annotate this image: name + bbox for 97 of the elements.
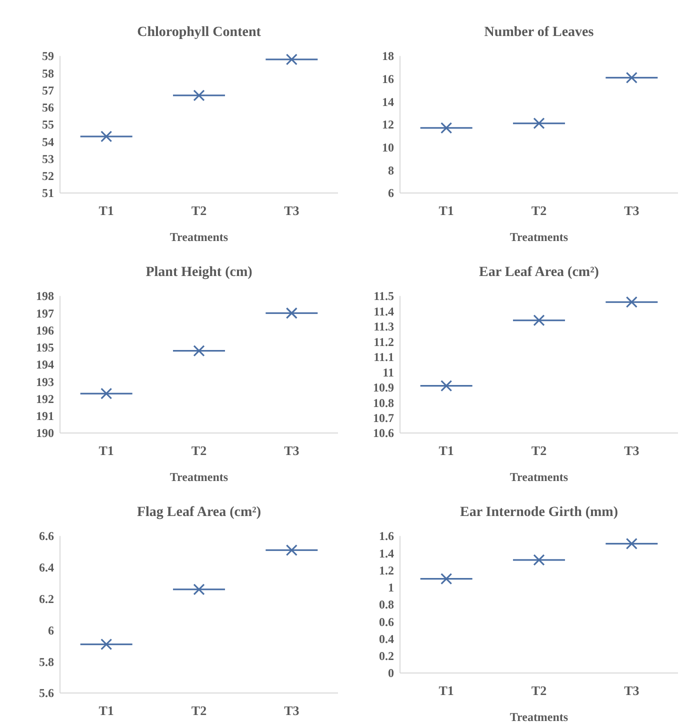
y-tick-label: 53 — [42, 152, 54, 166]
x-axis-title: Treatments — [510, 230, 568, 244]
chart-title: Ear Leaf Area (cm²) — [479, 265, 600, 280]
chart-title: Ear Internode Girth (mm) — [460, 505, 618, 520]
x-tick-label: T2 — [531, 443, 547, 458]
y-tick-label: 197 — [36, 306, 54, 320]
x-tick-label: T1 — [98, 703, 114, 718]
chart-title: Plant Height (cm) — [146, 265, 253, 280]
y-tick-label: 0 — [388, 666, 394, 680]
y-tick-label: 196 — [36, 323, 54, 338]
y-tick-label: 58 — [42, 66, 54, 80]
point — [100, 638, 112, 650]
point — [286, 54, 298, 66]
y-tick-label: 11.5 — [374, 289, 394, 304]
y-tick-label: 1.4 — [379, 546, 394, 560]
y-tick-label: 1.6 — [379, 529, 394, 544]
x-tick-label: T3 — [284, 443, 300, 458]
y-tick-label: 6.4 — [39, 560, 54, 575]
point — [100, 130, 112, 142]
y-tick-label: 6.2 — [39, 592, 54, 606]
x-tick-label: T2 — [531, 683, 547, 698]
point — [440, 380, 452, 392]
x-tick-label: T3 — [624, 443, 640, 458]
y-tick-label: 54 — [42, 134, 54, 149]
y-tick-label: 195 — [36, 340, 54, 355]
chart-title: Number of Leaves — [484, 25, 594, 40]
point — [286, 544, 298, 556]
x-tick-label: T1 — [98, 443, 114, 458]
y-tick-label: 56 — [42, 100, 54, 115]
y-tick-label: 0.6 — [379, 614, 394, 629]
y-tick-label: 11.4 — [374, 304, 394, 318]
x-tick-label: T2 — [191, 443, 207, 458]
x-axis-title: Treatments — [510, 710, 568, 724]
x-axis-title: Treatments — [170, 230, 228, 244]
y-tick-label: 10.6 — [373, 426, 394, 440]
y-tick-label: 11.3 — [374, 320, 394, 334]
point — [286, 307, 298, 319]
y-tick-label: 10.8 — [373, 396, 394, 410]
x-tick-label: T2 — [191, 203, 207, 218]
point — [626, 296, 638, 308]
x-tick-label: T3 — [624, 683, 640, 698]
x-axis-title: Treatments — [510, 470, 568, 484]
y-tick-label: 0.4 — [379, 632, 394, 646]
x-tick-label: T3 — [624, 203, 640, 218]
y-tick-label: 0.2 — [379, 649, 394, 664]
point — [440, 122, 452, 134]
y-tick-label: 194 — [36, 358, 54, 372]
x-tick-label: T1 — [438, 683, 454, 698]
x-tick-label: T3 — [284, 703, 300, 718]
point — [533, 118, 545, 130]
y-tick-label: 1.2 — [379, 563, 394, 578]
x-tick-label: T3 — [284, 203, 300, 218]
y-tick-label: 10 — [382, 140, 394, 155]
point — [100, 388, 112, 400]
chart-title: Flag Leaf Area (cm²) — [136, 505, 262, 520]
point — [626, 72, 638, 84]
y-tick-label: 5.8 — [39, 654, 54, 669]
y-tick-label: 0.8 — [379, 598, 394, 612]
y-tick-label: 6 — [48, 623, 54, 638]
y-tick-label: 55 — [42, 118, 54, 132]
x-axis-title: Treatments — [170, 470, 228, 484]
chart-title: Chlorophyll Content — [137, 25, 262, 40]
point — [626, 538, 638, 550]
y-tick-label: 11 — [382, 365, 394, 380]
y-tick-label: 198 — [36, 289, 54, 304]
x-tick-label: T1 — [438, 203, 454, 218]
y-tick-label: 190 — [36, 426, 54, 440]
x-tick-label: T1 — [438, 443, 454, 458]
y-tick-label: 12 — [382, 118, 394, 132]
y-tick-label: 8 — [388, 163, 394, 178]
y-tick-label: 10.7 — [373, 410, 394, 425]
point — [193, 90, 205, 102]
x-tick-label: T2 — [191, 703, 207, 718]
y-tick-label: 1 — [388, 580, 394, 595]
y-tick-label: 5.6 — [39, 686, 54, 700]
point — [193, 345, 205, 357]
point — [193, 584, 205, 596]
y-tick-label: 193 — [36, 374, 54, 389]
y-tick-label: 59 — [42, 49, 54, 64]
y-tick-label: 51 — [42, 186, 54, 200]
y-tick-label: 191 — [36, 409, 54, 424]
y-tick-label: 52 — [42, 169, 54, 184]
y-tick-label: 14 — [382, 94, 394, 109]
y-tick-label: 192 — [36, 392, 54, 406]
x-tick-label: T2 — [531, 203, 547, 218]
y-tick-label: 18 — [382, 49, 394, 64]
point — [440, 573, 452, 585]
y-tick-label: 16 — [382, 72, 394, 86]
point — [533, 554, 545, 566]
point — [533, 314, 545, 326]
x-tick-label: T1 — [98, 203, 114, 218]
y-tick-label: 57 — [42, 83, 54, 98]
y-tick-label: 10.9 — [373, 380, 394, 395]
y-tick-label: 11.2 — [374, 334, 394, 349]
y-tick-label: 6.6 — [39, 529, 54, 544]
y-tick-label: 6 — [388, 186, 394, 200]
y-tick-label: 11.1 — [374, 350, 394, 364]
